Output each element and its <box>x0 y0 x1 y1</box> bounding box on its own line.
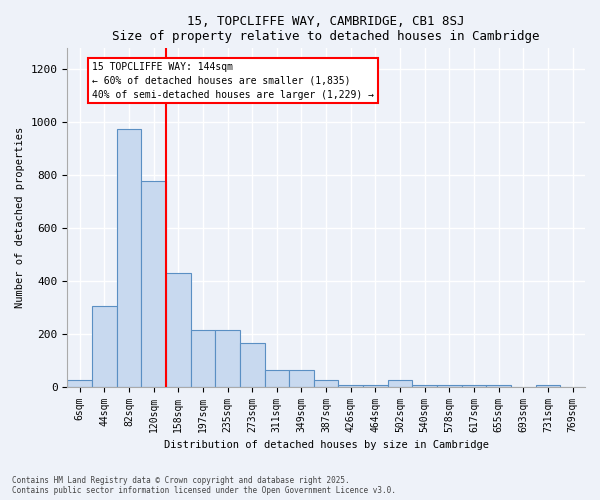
Bar <box>141 180 166 386</box>
Y-axis label: Number of detached properties: Number of detached properties <box>15 127 25 308</box>
Bar <box>166 273 191 386</box>
Bar <box>215 330 240 386</box>
Bar <box>314 380 338 386</box>
Title: 15, TOPCLIFFE WAY, CAMBRIDGE, CB1 8SJ
Size of property relative to detached hous: 15, TOPCLIFFE WAY, CAMBRIDGE, CB1 8SJ Si… <box>112 15 540 43</box>
Bar <box>67 380 92 386</box>
Bar <box>92 306 116 386</box>
Bar <box>265 370 289 386</box>
Bar <box>240 343 265 386</box>
Text: 15 TOPCLIFFE WAY: 144sqm
← 60% of detached houses are smaller (1,835)
40% of sem: 15 TOPCLIFFE WAY: 144sqm ← 60% of detach… <box>92 62 374 100</box>
Bar <box>388 380 412 386</box>
Bar <box>116 129 141 386</box>
Bar <box>191 330 215 386</box>
X-axis label: Distribution of detached houses by size in Cambridge: Distribution of detached houses by size … <box>164 440 488 450</box>
Bar <box>289 370 314 386</box>
Text: Contains HM Land Registry data © Crown copyright and database right 2025.
Contai: Contains HM Land Registry data © Crown c… <box>12 476 396 495</box>
